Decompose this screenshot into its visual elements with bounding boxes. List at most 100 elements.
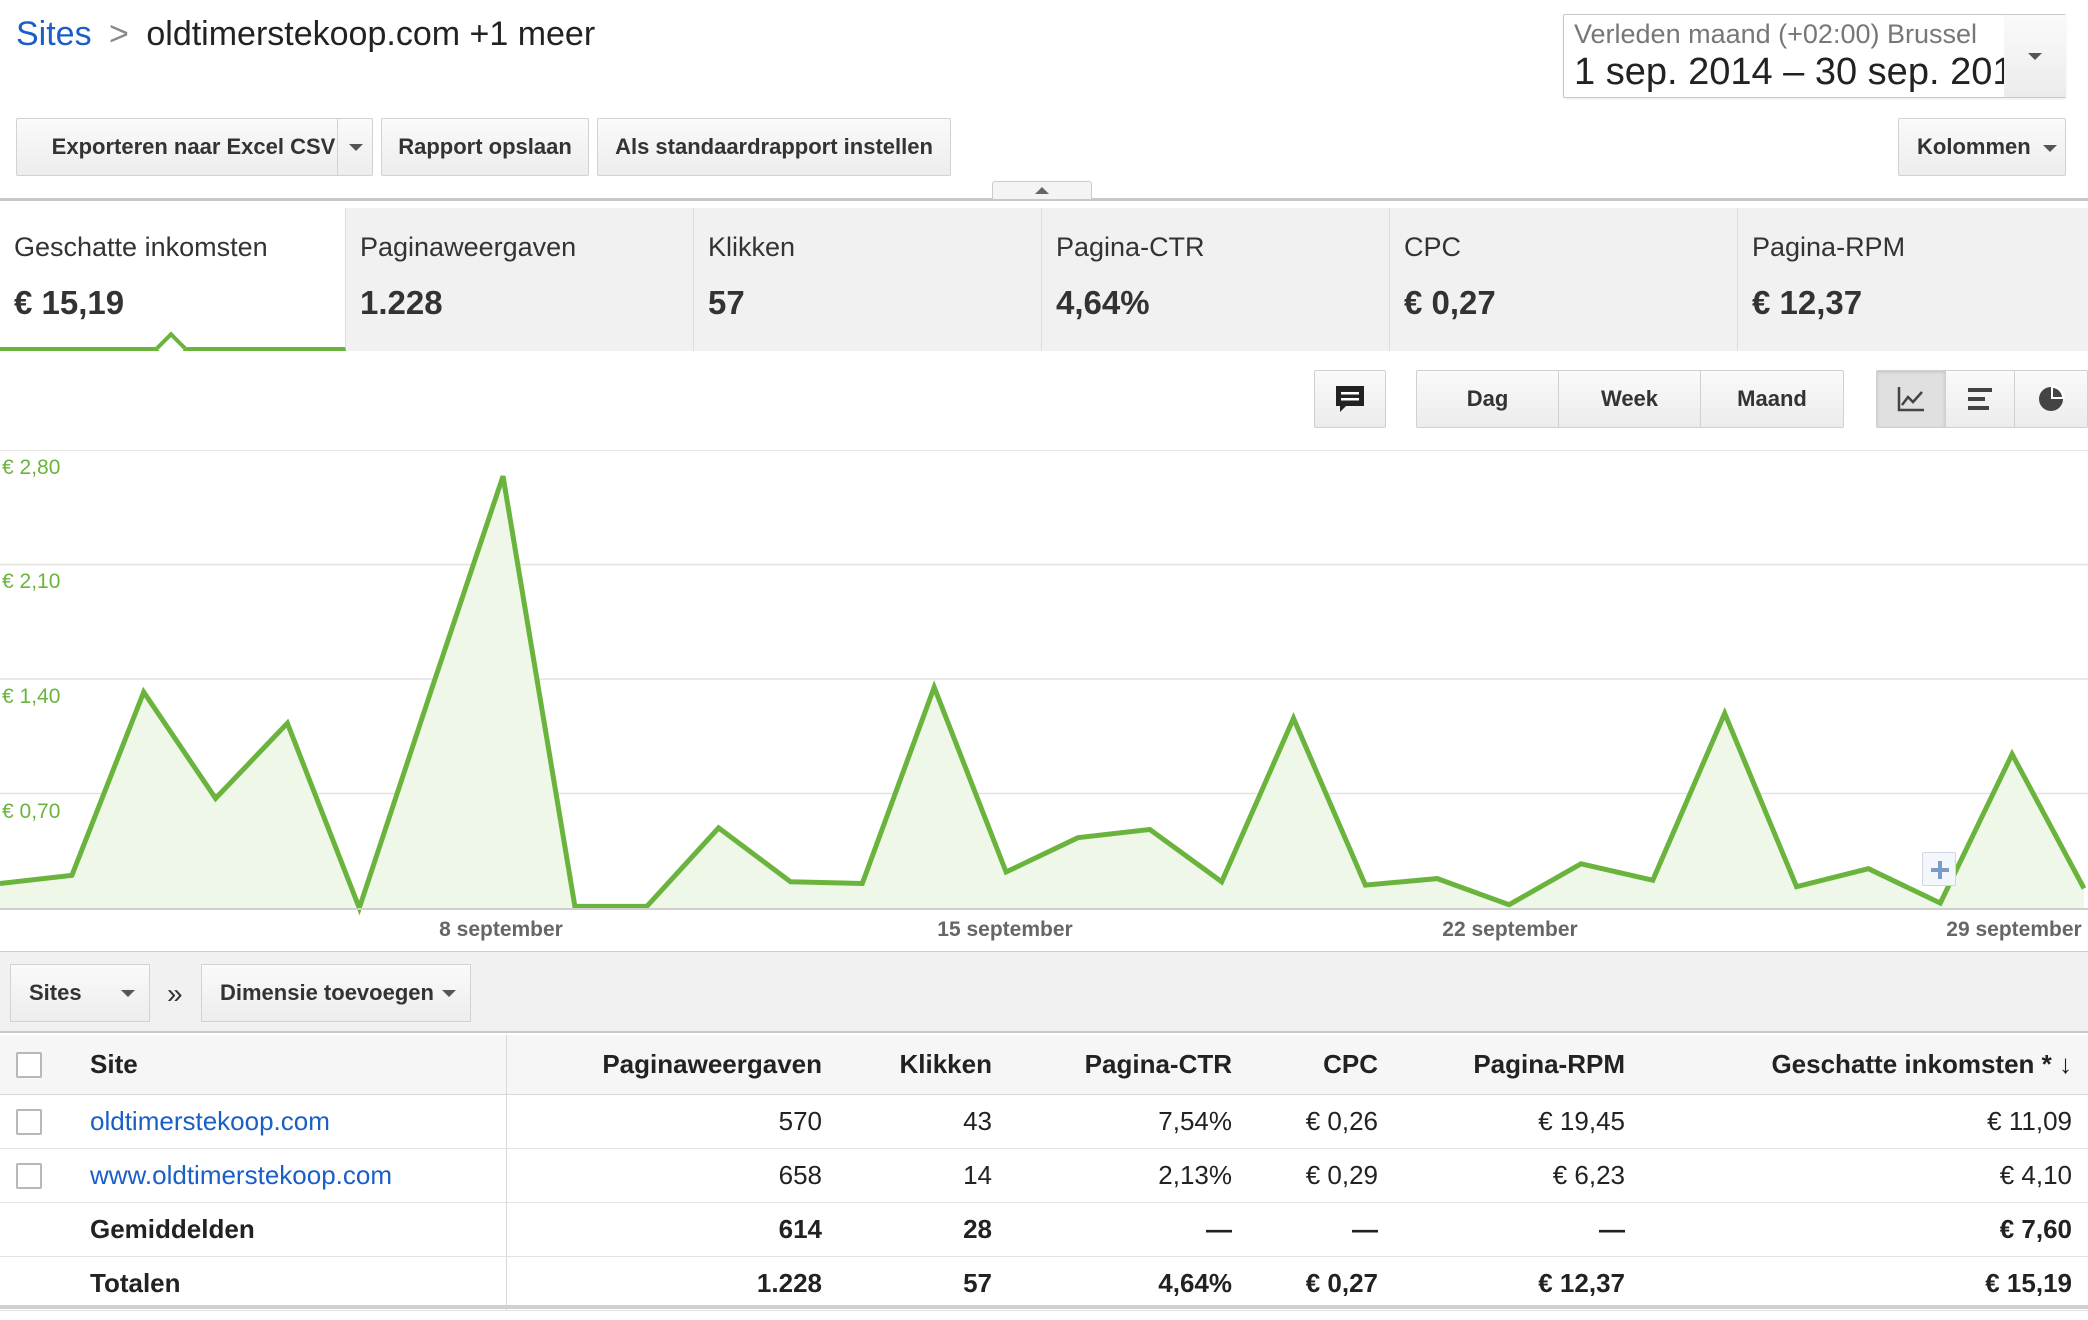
data-point xyxy=(68,871,76,879)
data-point xyxy=(1146,825,1154,833)
metric-value: € 12,37 xyxy=(1752,284,1863,321)
column-divider xyxy=(506,1095,507,1148)
x-axis-tick: 22 september xyxy=(1442,918,1578,941)
cell-clicks: 43 xyxy=(963,1106,992,1136)
date-range-label: Verleden maand (+02:00) Brussel xyxy=(1574,19,1977,49)
export-options-dropdown[interactable] xyxy=(337,118,373,176)
table-view-button[interactable] xyxy=(1945,370,2015,428)
date-range-picker[interactable]: Verleden maand (+02:00) Brussel 1 sep. 2… xyxy=(1563,14,2066,98)
date-range-value: 1 sep. 2014 – 30 sep. 2014 xyxy=(1574,51,2035,93)
dimension-separator: » xyxy=(167,978,183,1009)
active-indicator xyxy=(155,331,187,363)
granularity-month-button[interactable]: Maand xyxy=(1700,370,1844,428)
columns-button-label: Kolommen xyxy=(1917,134,2031,159)
data-point xyxy=(1793,883,1801,891)
date-range-dropdown-button[interactable] xyxy=(2004,15,2066,97)
cell-page-ctr: — xyxy=(1206,1214,1232,1244)
data-point xyxy=(140,688,148,696)
column-divider xyxy=(506,1035,507,1094)
metric-label: Klikken xyxy=(708,232,796,262)
collapse-toggle[interactable] xyxy=(992,181,1092,199)
add-annotation-button[interactable] xyxy=(1922,852,1956,886)
cell-page-ctr: 4,64% xyxy=(1158,1268,1232,1298)
x-axis-tick: 15 september xyxy=(937,918,1073,941)
breadcrumb-sites-link[interactable]: Sites xyxy=(16,15,92,53)
metric-value: € 15,19 xyxy=(14,284,125,321)
dimension-bar: Sites » Dimensie toevoegen xyxy=(0,951,2088,1033)
metric-label: Pagina-CTR xyxy=(1056,232,1205,262)
metric-label: Paginaweergaven xyxy=(360,232,577,262)
chevron-down-icon xyxy=(349,144,363,151)
metric-cpc[interactable]: CPC € 0,27 xyxy=(1390,208,1738,351)
dimension-label: Sites xyxy=(29,980,82,1005)
cell-pageviews: 570 xyxy=(778,1106,822,1136)
site-link[interactable]: oldtimerstekoop.com xyxy=(90,1106,330,1136)
cell-cpc: € 0,29 xyxy=(1305,1160,1378,1190)
cell-cpc: € 0,26 xyxy=(1305,1106,1378,1136)
column-divider xyxy=(506,1149,507,1202)
metric-estimated-earnings[interactable]: Geschatte inkomsten € 15,19 xyxy=(0,208,346,363)
granularity-week-button[interactable]: Week xyxy=(1558,370,1701,428)
dimension-sites-dropdown[interactable]: Sites xyxy=(10,964,150,1022)
metric-value: 57 xyxy=(708,284,745,321)
cell-estimated-earnings: € 4,10 xyxy=(1999,1160,2072,1190)
data-point xyxy=(1290,714,1298,722)
data-point xyxy=(2008,750,2016,758)
cell-page-ctr: 7,54% xyxy=(1158,1106,1232,1136)
granularity-day-button[interactable]: Dag xyxy=(1416,370,1559,428)
data-point xyxy=(1002,868,1010,876)
data-point xyxy=(2080,884,2088,892)
averages-label: Gemiddelden xyxy=(90,1214,255,1244)
row-checkbox[interactable] xyxy=(16,1163,42,1189)
column-header-site[interactable]: Site xyxy=(90,1049,138,1079)
line-chart-view-button[interactable] xyxy=(1876,370,1946,428)
columns-button[interactable]: Kolommen xyxy=(1898,118,2066,176)
row-checkbox[interactable] xyxy=(16,1109,42,1135)
pie-chart-view-button[interactable] xyxy=(2014,370,2088,428)
metric-page-rpm[interactable]: Pagina-RPM € 12,37 xyxy=(1738,208,2088,351)
site-link[interactable]: www.oldtimerstekoop.com xyxy=(90,1160,392,1190)
metric-pageviews[interactable]: Paginaweergaven 1.228 xyxy=(346,208,694,351)
chevron-down-icon xyxy=(121,990,135,997)
metric-clicks[interactable]: Klikken 57 xyxy=(694,208,1042,351)
cell-clicks: 14 xyxy=(963,1160,992,1190)
metric-value: € 0,27 xyxy=(1404,284,1496,321)
column-header-estimated-earnings[interactable]: Geschatte inkomsten * ↓ xyxy=(1771,1049,2072,1079)
cell-clicks: 28 xyxy=(963,1214,992,1244)
y-axis-tick: € 0,70 xyxy=(2,800,61,823)
metric-value: 1.228 xyxy=(360,284,443,321)
breadcrumb-current: oldtimerstekoop.com +1 meer xyxy=(146,15,596,53)
column-header-clicks[interactable]: Klikken xyxy=(899,1049,993,1079)
cell-page-rpm: € 19,45 xyxy=(1538,1106,1625,1136)
save-report-button[interactable]: Rapport opslaan xyxy=(381,118,589,176)
metric-label: CPC xyxy=(1404,232,1462,262)
data-point xyxy=(1936,899,1944,907)
select-all-checkbox[interactable] xyxy=(16,1052,42,1078)
cell-pageviews: 614 xyxy=(778,1214,822,1244)
column-divider xyxy=(506,1203,507,1256)
table-row: www.oldtimerstekoop.com 658 14 2,13% € 0… xyxy=(0,1149,2088,1203)
add-dimension-dropdown[interactable]: Dimensie toevoegen xyxy=(201,964,471,1022)
column-header-page-rpm[interactable]: Pagina-RPM xyxy=(1473,1049,1625,1079)
data-point xyxy=(1218,878,1226,886)
data-point xyxy=(427,686,435,694)
column-header-page-ctr[interactable]: Pagina-CTR xyxy=(1084,1049,1232,1079)
annotations-button[interactable] xyxy=(1314,370,1386,428)
chevron-down-icon xyxy=(2042,144,2057,152)
plus-icon xyxy=(1931,861,1949,879)
metric-label: Pagina-RPM xyxy=(1752,232,1906,262)
set-default-report-button[interactable]: Als standaardrapport instellen xyxy=(597,118,951,176)
data-point xyxy=(1074,834,1082,842)
column-header-cpc[interactable]: CPC xyxy=(1323,1049,1378,1079)
y-axis-tick: € 2,10 xyxy=(2,570,61,593)
column-divider xyxy=(506,1257,507,1310)
metric-page-ctr[interactable]: Pagina-CTR 4,64% xyxy=(1042,208,1390,351)
add-dimension-label: Dimensie toevoegen xyxy=(220,980,434,1005)
column-header-pageviews[interactable]: Paginaweergaven xyxy=(602,1049,822,1079)
export-csv-button[interactable]: Exporteren naar Excel CSV xyxy=(16,118,371,176)
data-point xyxy=(930,683,938,691)
metric-value: 4,64% xyxy=(1056,284,1150,321)
data-point xyxy=(499,472,507,480)
chevron-down-icon xyxy=(442,990,456,997)
table-totals-row: Totalen 1.228 57 4,64% € 0,27 € 12,37 € … xyxy=(0,1257,2088,1311)
